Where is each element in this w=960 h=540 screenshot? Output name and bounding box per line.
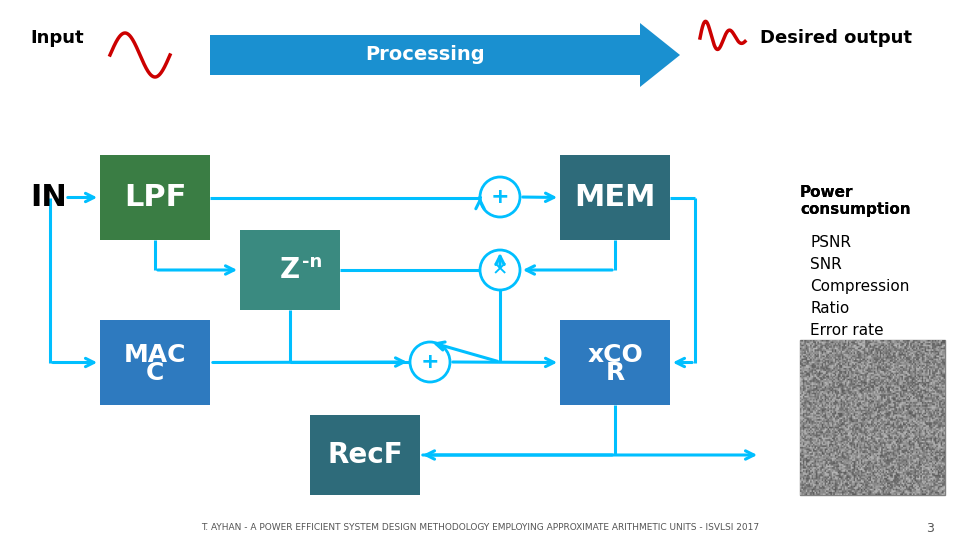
Text: Ratio: Ratio [810,301,850,316]
Text: Z: Z [280,256,300,284]
Text: Error rate: Error rate [810,323,883,338]
FancyBboxPatch shape [100,320,210,405]
FancyBboxPatch shape [310,415,420,495]
Text: IN: IN [30,183,67,212]
Text: MAC: MAC [124,342,186,367]
Text: R: R [606,361,625,384]
Text: Compression: Compression [810,279,909,294]
Text: MEM: MEM [574,183,656,212]
Text: T. AYHAN - A POWER EFFICIENT SYSTEM DESIGN METHODOLOGY EMPLOYING APPROXIMATE ARI: T. AYHAN - A POWER EFFICIENT SYSTEM DESI… [201,523,759,532]
Text: SNR: SNR [810,257,842,272]
Polygon shape [210,23,680,87]
Text: 3: 3 [926,522,934,535]
FancyBboxPatch shape [560,320,670,405]
Text: Input: Input [30,29,84,47]
Text: PSNR: PSNR [810,235,851,250]
Text: C: C [146,361,164,384]
FancyBboxPatch shape [560,155,670,240]
Text: xCO: xCO [588,342,643,367]
FancyBboxPatch shape [240,230,340,310]
Text: +: + [420,352,440,372]
Text: Power
consumption: Power consumption [800,185,911,218]
FancyBboxPatch shape [100,155,210,240]
Text: -n: -n [302,253,323,271]
Bar [800,340,945,495]
Text: ✕: ✕ [492,260,508,280]
Text: Desired output: Desired output [760,29,912,47]
Text: Processing: Processing [365,45,485,64]
Text: RecF: RecF [327,441,403,469]
Text: +: + [491,187,510,207]
Text: LPF: LPF [124,183,186,212]
Text: Power
consumption: Power consumption [800,185,911,218]
